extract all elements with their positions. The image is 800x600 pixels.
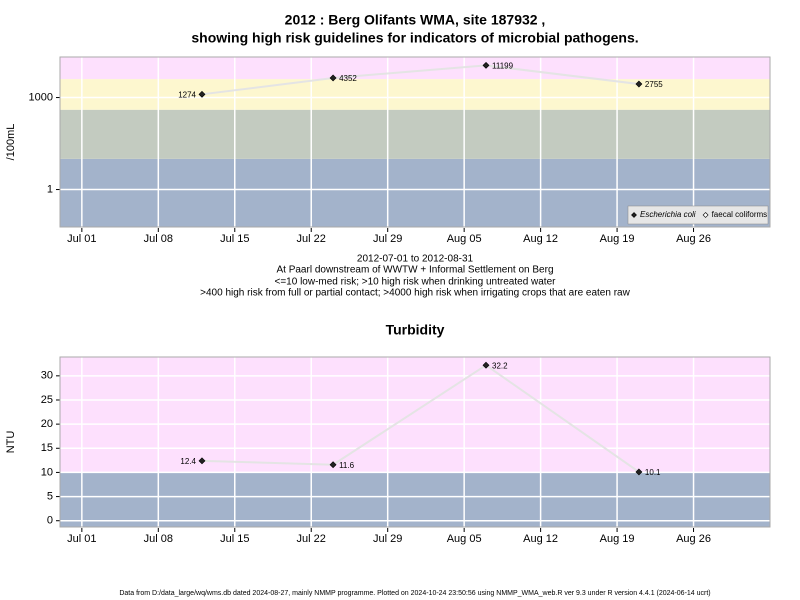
- value-label: 1274: [178, 90, 196, 99]
- y-tick-label: 5: [47, 490, 53, 502]
- data-point: [482, 361, 490, 369]
- value-label: 4352: [339, 74, 357, 83]
- x-tick-label: Aug 19: [600, 233, 635, 245]
- x-tick-label: Jul 29: [373, 533, 402, 545]
- value-label: 2755: [645, 80, 663, 89]
- annotation: >400 high risk from full or partial cont…: [200, 288, 630, 299]
- y-tick-label: 1000: [29, 91, 53, 103]
- x-tick-label: Aug 26: [676, 233, 711, 245]
- risk-band: [60, 357, 770, 473]
- x-tick-label: Aug 05: [447, 533, 482, 545]
- y-tick-label: 10: [41, 466, 53, 478]
- y-tick-label: 20: [41, 418, 53, 430]
- data-point: [635, 80, 643, 88]
- x-tick-label: Aug 19: [600, 533, 635, 545]
- y-axis-label: NTU: [5, 431, 17, 454]
- risk-band: [60, 57, 770, 80]
- y-tick-label: 25: [41, 394, 53, 406]
- x-tick-label: Jul 01: [67, 533, 96, 545]
- value-label: 11199: [492, 61, 514, 70]
- x-tick-label: Aug 12: [523, 233, 558, 245]
- annotation: At Paarl downstream of WWTW + Informal S…: [276, 265, 553, 276]
- x-tick-label: Jul 15: [220, 233, 249, 245]
- footer: Data from D:/data_large/wq/wms.db dated …: [119, 590, 710, 597]
- x-tick-label: Jul 15: [220, 533, 249, 545]
- chart-title: Turbidity: [386, 322, 445, 338]
- y-axis-label: /100mL: [5, 124, 17, 161]
- x-tick-label: Jul 08: [144, 233, 173, 245]
- x-tick-label: Jul 22: [297, 233, 326, 245]
- data-point: [329, 461, 337, 469]
- x-tick-label: Jul 29: [373, 233, 402, 245]
- y-tick-label: 15: [41, 442, 53, 454]
- series-line: [201, 64, 640, 96]
- y-tick-label: 0: [47, 515, 53, 527]
- annotation: 2012-07-01 to 2012-08-31: [357, 254, 474, 265]
- risk-band: [60, 79, 770, 110]
- x-tick-label: Jul 08: [144, 533, 173, 545]
- chart-title: showing high risk guidelines for indicat…: [191, 30, 638, 46]
- legend-marker: [631, 212, 637, 218]
- series-line: [201, 364, 640, 473]
- x-tick-label: Aug 26: [676, 533, 711, 545]
- x-tick-label: Jul 22: [297, 533, 326, 545]
- plot-frame: [59, 56, 771, 228]
- legend-label: Escherichia coli: [640, 210, 696, 219]
- risk-band: [60, 472, 770, 527]
- value-label: 10.1: [645, 468, 661, 477]
- value-label: 11.6: [339, 461, 355, 470]
- plot-frame: [59, 356, 771, 528]
- data-point: [198, 457, 206, 465]
- data-point: [482, 61, 490, 69]
- x-tick-label: Aug 12: [523, 533, 558, 545]
- legend-box: [627, 205, 769, 225]
- value-label: 32.2: [492, 361, 508, 370]
- x-tick-label: Aug 05: [447, 233, 482, 245]
- y-tick-label: 1: [47, 183, 53, 195]
- y-tick-label: 30: [41, 370, 53, 382]
- value-label: 12.4: [180, 457, 196, 466]
- annotation: <=10 low-med risk; >10 high risk when dr…: [275, 277, 557, 288]
- risk-band: [60, 109, 770, 159]
- data-point: [198, 90, 206, 98]
- legend-label: faecal coliforms: [712, 210, 768, 219]
- data-point: [635, 468, 643, 476]
- data-point: [329, 74, 337, 82]
- chart-title: 2012 : Berg Olifants WMA, site 187932 ,: [285, 12, 546, 28]
- legend-marker: [702, 212, 709, 218]
- x-tick-label: Jul 01: [67, 233, 96, 245]
